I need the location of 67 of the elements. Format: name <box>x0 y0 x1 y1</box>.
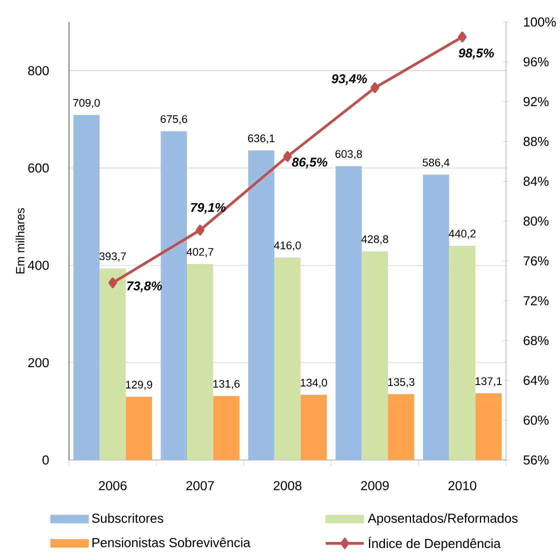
x-tick-label: 2010 <box>448 481 476 490</box>
legend-label: Subscritores <box>92 513 164 523</box>
bar <box>186 264 214 460</box>
x-tick-label: 2007 <box>186 481 214 490</box>
data-label: 393,7 <box>99 252 126 262</box>
x-tick-label: 2009 <box>361 481 389 490</box>
data-label: 636,1 <box>248 134 275 144</box>
y-axis-title: Em milhares <box>16 208 24 274</box>
data-label: 86,5% <box>292 158 328 168</box>
data-label: 603,8 <box>335 150 362 160</box>
point <box>283 151 292 162</box>
y2-tick-label: 56% <box>524 455 549 465</box>
bar <box>300 394 327 460</box>
y2-tick-label: 64% <box>524 376 549 385</box>
point <box>108 277 118 288</box>
point <box>458 32 467 42</box>
data-label: 440,2 <box>448 230 476 239</box>
data-label: 137,1 <box>476 377 502 386</box>
y2-tick-label: 100% <box>524 17 556 27</box>
bar <box>362 251 388 460</box>
x-tick-label: 2008 <box>274 481 302 490</box>
data-label: 134,0 <box>300 378 328 388</box>
data-label: 73,8% <box>127 281 162 292</box>
bar <box>100 268 126 460</box>
y2-tick-label: 80% <box>524 216 549 226</box>
y2-tick-label: 72% <box>524 296 549 306</box>
bar <box>274 258 301 460</box>
y2-tick-label: 84% <box>524 176 549 186</box>
point <box>370 82 380 94</box>
data-label: 135,3 <box>388 378 414 388</box>
legend-label: Índice de Dependência <box>368 536 501 551</box>
bar <box>160 131 187 460</box>
y2-tick-label: 76% <box>524 256 549 266</box>
y2-tick-label: 68% <box>524 336 549 346</box>
y2-tick-label: 60% <box>524 416 549 425</box>
data-label: 131,6 <box>213 380 240 390</box>
x-tick-label: 2006 <box>98 481 127 490</box>
data-label: 586,4 <box>422 158 450 168</box>
bar <box>422 174 450 460</box>
y-tick-label: 400 <box>28 260 49 270</box>
data-label: 416,0 <box>274 242 301 251</box>
bar <box>336 166 362 460</box>
data-label: 79,1% <box>191 202 226 214</box>
data-label: 709,0 <box>73 98 100 108</box>
data-label: 98,5% <box>458 48 494 60</box>
legend-label: Aposentados/Reformados <box>368 513 518 526</box>
data-label: 675,6 <box>160 115 188 124</box>
y-tick-label: 200 <box>28 358 49 368</box>
bar <box>126 396 152 460</box>
y2-tick-label: 92% <box>524 97 549 106</box>
y2-tick-label: 88% <box>524 136 549 146</box>
y2-tick-label: 96% <box>524 57 549 66</box>
data-label: 93,4% <box>332 74 367 86</box>
data-label: 402,7 <box>186 248 214 258</box>
y-tick-label: 600 <box>28 163 49 173</box>
y-tick-label: 0 <box>42 455 49 465</box>
bar <box>388 394 414 460</box>
bar <box>73 114 100 460</box>
bar <box>449 246 476 460</box>
point <box>196 224 204 236</box>
bar <box>475 393 502 460</box>
data-label: 428,8 <box>361 235 388 244</box>
data-label: 129,9 <box>126 380 152 390</box>
bar <box>248 150 274 460</box>
legend-label: Pensionistas Sobrevivência <box>92 538 250 548</box>
bar <box>213 396 240 460</box>
y-tick-label: 800 <box>28 66 49 76</box>
